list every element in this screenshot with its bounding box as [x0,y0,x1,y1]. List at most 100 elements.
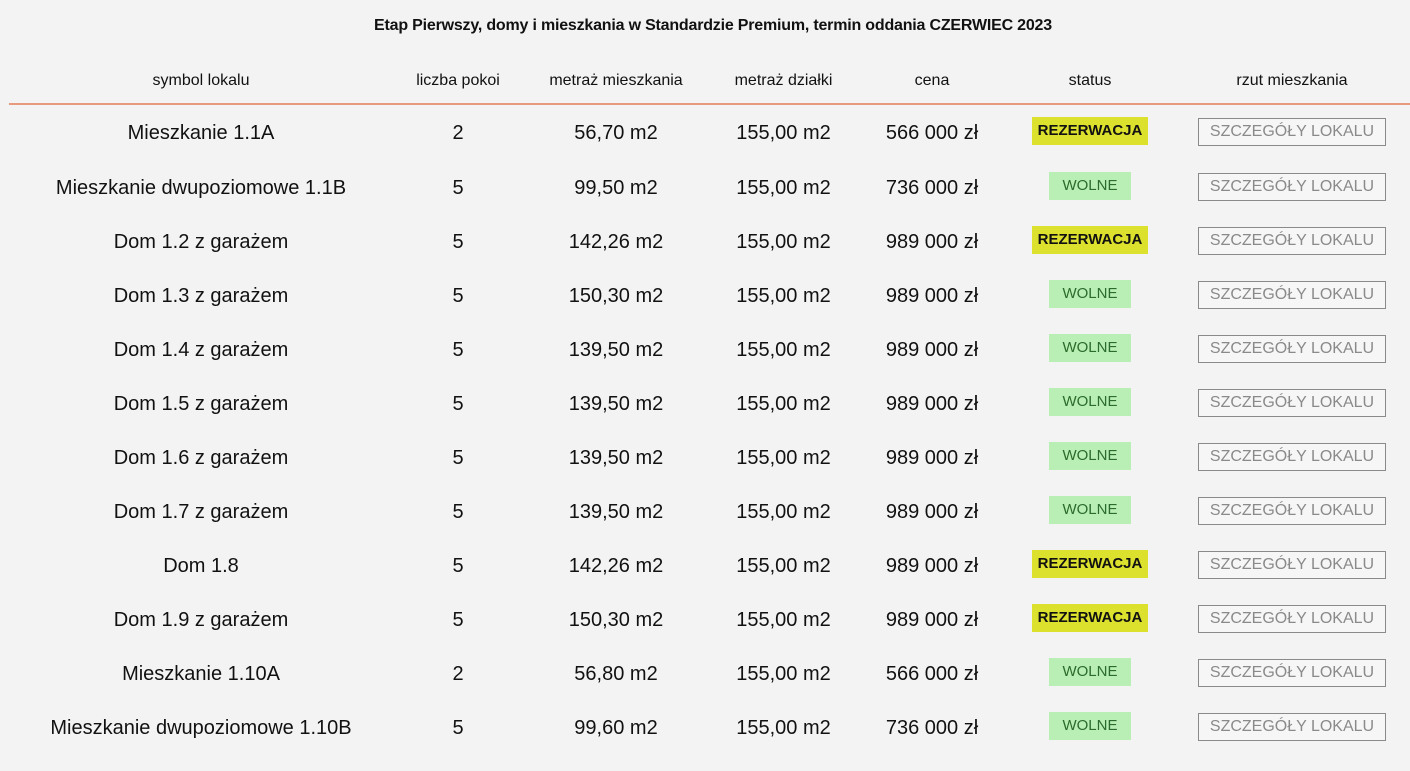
unit-price: 736 000 zł [885,176,979,199]
status-cell: WOLNE [1006,323,1174,377]
status-badge: WOLNE [1049,334,1131,362]
status-cell: REZERWACJA [1006,593,1174,647]
unit-area: 99,50 m2 [574,176,658,199]
unit-rooms: 5 [452,284,464,307]
unit-area: 139,50 m2 [568,446,664,469]
unit-plot-area: 155,00 m2 [736,500,831,523]
status-badge: WOLNE [1049,442,1131,470]
unit-symbol: Mieszkanie 1.10A [122,662,280,685]
unit-details-button[interactable]: SZCZEGÓŁY LOKALU [1198,713,1386,741]
unit-details-button[interactable]: SZCZEGÓŁY LOKALU [1198,335,1386,363]
status-badge: WOLNE [1049,658,1131,686]
table-row: Dom 1.2 z garażem 5 142,26 m2 155,00 m2 989 … [9,215,1410,269]
unit-area: 142,26 m2 [568,230,664,253]
unit-rooms: 5 [452,176,464,199]
status-badge: WOLNE [1049,388,1131,416]
status-badge: WOLNE [1049,172,1131,200]
plan-cell: SZCZEGÓŁY LOKALU [1174,377,1410,431]
unit-rooms: 2 [452,121,464,144]
unit-symbol: Dom 1.3 z garażem [113,284,289,307]
status-badge: WOLNE [1049,712,1131,740]
unit-price: 989 000 zł [885,554,979,577]
status-cell: WOLNE [1006,161,1174,215]
plan-cell: SZCZEGÓŁY LOKALU [1174,269,1410,323]
unit-details-button[interactable]: SZCZEGÓŁY LOKALU [1198,443,1386,471]
unit-details-button[interactable]: SZCZEGÓŁY LOKALU [1198,605,1386,633]
status-cell: WOLNE [1006,701,1174,755]
unit-symbol: Mieszkanie dwupoziomowe 1.1B [55,176,347,199]
unit-details-button[interactable]: SZCZEGÓŁY LOKALU [1198,281,1386,309]
unit-price: 989 000 zł [885,230,979,253]
status-cell: REZERWACJA [1006,539,1174,593]
table-row: Dom 1.3 z garażem 5 150,30 m2 155,00 m2 989 … [9,269,1410,323]
unit-price: 566 000 zł [885,121,979,144]
header-status: status [1006,58,1174,105]
header-plot: metraż działki [709,58,858,105]
unit-rooms: 5 [452,608,464,631]
unit-area: 139,50 m2 [568,500,664,523]
status-badge: WOLNE [1049,496,1131,524]
unit-plot-area: 155,00 m2 [736,662,831,685]
status-cell: REZERWACJA [1006,215,1174,269]
unit-plot-area: 155,00 m2 [736,176,831,199]
plan-cell: SZCZEGÓŁY LOKALU [1174,539,1410,593]
unit-area: 56,80 m2 [574,662,658,685]
unit-symbol: Dom 1.4 z garażem [113,338,289,361]
page-title: Etap Pierwszy, domy i mieszkania w Stand… [374,17,1052,34]
unit-symbol: Dom 1.7 z garażem [113,500,289,523]
unit-details-button[interactable]: SZCZEGÓŁY LOKALU [1198,118,1386,146]
unit-price: 989 000 zł [885,284,979,307]
unit-rooms: 5 [452,446,464,469]
unit-symbol: Dom 1.5 z garażem [113,392,289,415]
plan-cell: SZCZEGÓŁY LOKALU [1174,161,1410,215]
unit-details-button[interactable]: SZCZEGÓŁY LOKALU [1198,497,1386,525]
status-badge: REZERWACJA [1031,226,1149,254]
header-symbol: symbol lokalu [9,58,393,105]
header-rooms: liczba pokoi [393,58,523,105]
table-row: Mieszkanie dwupoziomowe 1.1B 5 99,50 m2 155… [9,161,1410,215]
unit-details-button[interactable]: SZCZEGÓŁY LOKALU [1198,227,1386,255]
unit-price: 989 000 zł [885,338,979,361]
table-row: Dom 1.8 5 142,26 m2 155,00 m2 989 000 zł REZE… [9,539,1410,593]
unit-rooms: 2 [452,662,464,685]
unit-plot-area: 155,00 m2 [736,446,831,469]
unit-symbol: Mieszkanie dwupoziomowe 1.10B [50,716,352,739]
unit-details-button[interactable]: SZCZEGÓŁY LOKALU [1198,173,1386,201]
unit-price: 989 000 zł [885,446,979,469]
table-row: Dom 1.5 z garażem 5 139,50 m2 155,00 m2 989 … [9,377,1410,431]
unit-details-button[interactable]: SZCZEGÓŁY LOKALU [1198,659,1386,687]
unit-area: 150,30 m2 [568,608,664,631]
unit-plot-area: 155,00 m2 [736,338,831,361]
unit-plot-area: 155,00 m2 [736,284,831,307]
unit-details-button[interactable]: SZCZEGÓŁY LOKALU [1198,551,1386,579]
unit-plot-area: 155,00 m2 [736,716,831,739]
unit-plot-area: 155,00 m2 [736,608,831,631]
unit-rooms: 5 [452,716,464,739]
unit-plot-area: 155,00 m2 [736,554,831,577]
unit-area: 56,70 m2 [574,121,658,144]
unit-area: 142,26 m2 [568,554,664,577]
table-row: Mieszkanie dwupoziomowe 1.10B 5 99,60 m2 15… [9,701,1410,755]
status-cell: WOLNE [1006,485,1174,539]
unit-area: 139,50 m2 [568,338,664,361]
table-row: Dom 1.6 z garażem 5 139,50 m2 155,00 m2 989 … [9,431,1410,485]
unit-rooms: 5 [452,338,464,361]
header-row: symbol lokalu liczba pokoi metraż mieszk… [9,58,1410,105]
table-header: symbol lokalu liczba pokoi metraż mieszk… [9,58,1410,105]
plan-cell: SZCZEGÓŁY LOKALU [1174,593,1410,647]
unit-rooms: 5 [452,554,464,577]
unit-details-button[interactable]: SZCZEGÓŁY LOKALU [1198,389,1386,417]
unit-area: 139,50 m2 [568,392,664,415]
unit-area: 99,60 m2 [574,716,658,739]
unit-plot-area: 155,00 m2 [736,121,831,144]
unit-symbol: Dom 1.9 z garażem [113,608,289,631]
unit-symbol: Mieszkanie 1.1A [127,121,275,144]
unit-rooms: 5 [452,500,464,523]
status-badge: REZERWACJA [1031,117,1149,145]
plan-cell: SZCZEGÓŁY LOKALU [1174,431,1410,485]
status-cell: WOLNE [1006,647,1174,701]
unit-plot-area: 155,00 m2 [736,392,831,415]
table-row: Dom 1.7 z garażem 5 139,50 m2 155,00 m2 989 … [9,485,1410,539]
table-row: Mieszkanie 1.10A 2 56,80 m2 155,00 m2 566 00… [9,647,1410,701]
table-row: Dom 1.4 z garażem 5 139,50 m2 155,00 m2 989 … [9,323,1410,377]
